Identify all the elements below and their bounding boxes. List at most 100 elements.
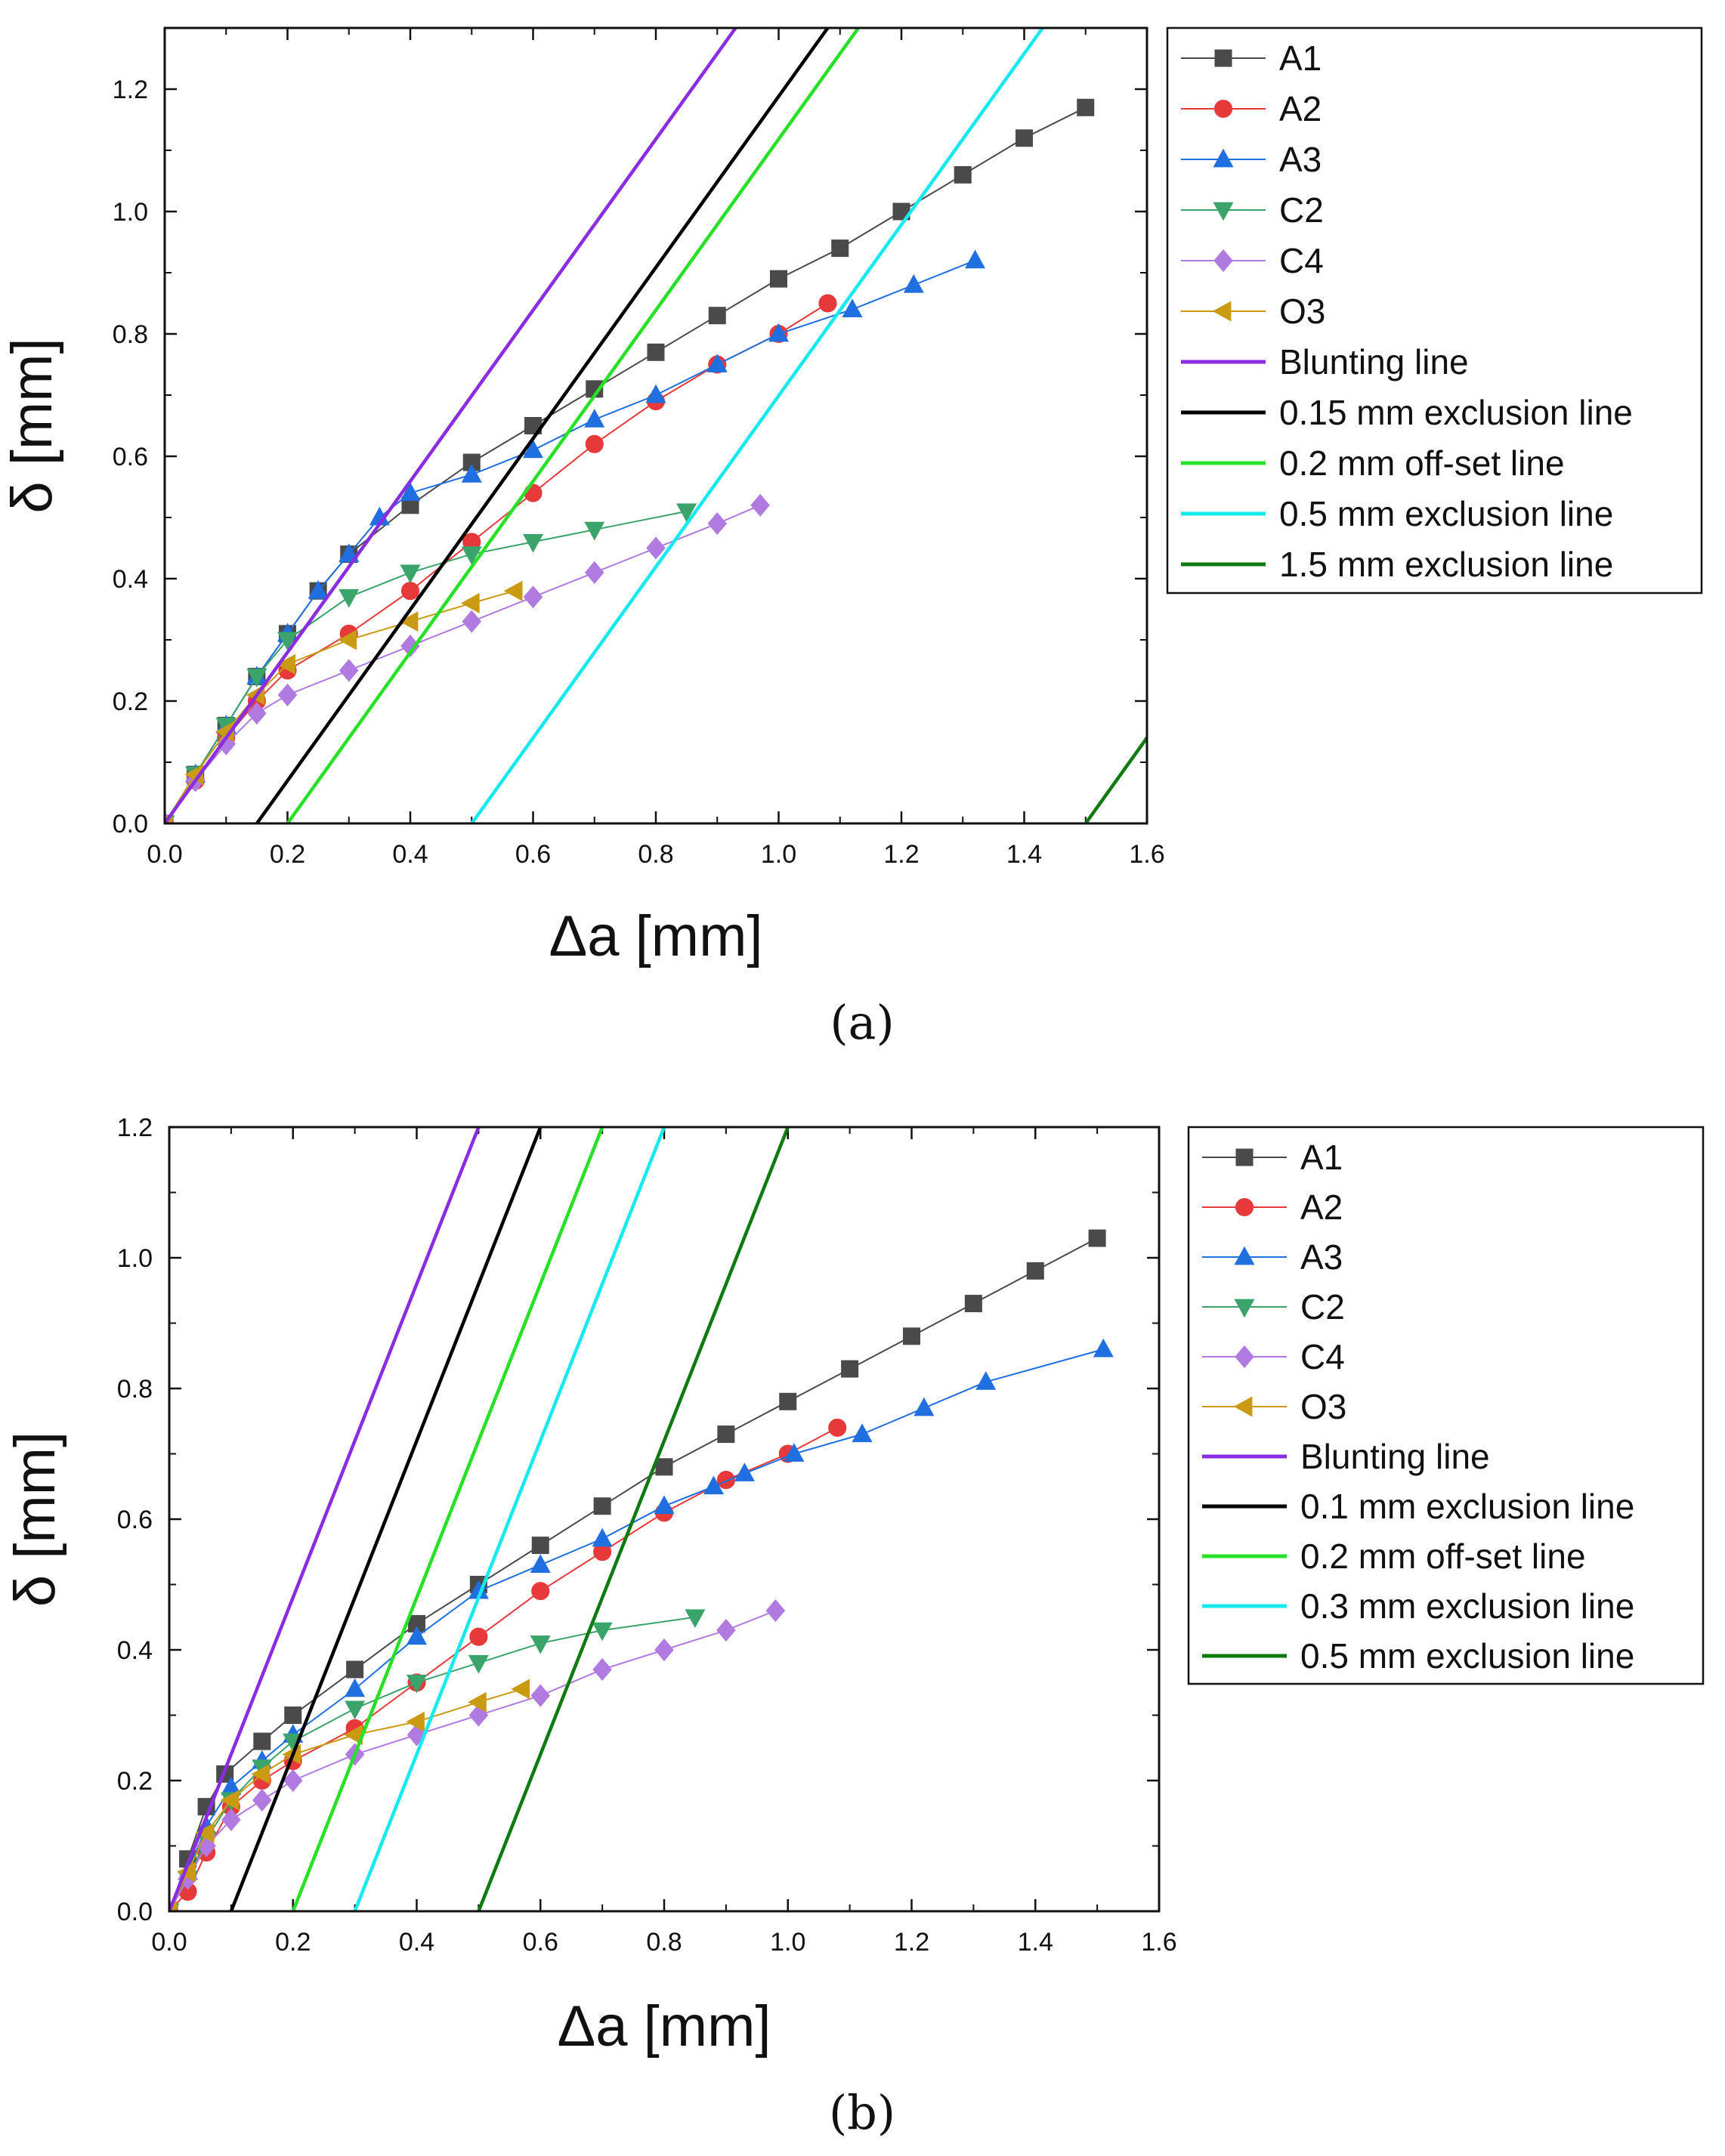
data-point: [592, 1657, 612, 1682]
legend-item: O3: [1181, 292, 1325, 331]
data-point: [407, 1626, 427, 1645]
panel-label: (b): [829, 2085, 895, 2140]
series-line: [1084, 737, 1147, 823]
legend-item: 0.1 mm exclusion line: [1202, 1487, 1634, 1526]
data-point: [654, 1495, 675, 1515]
legend-label: C4: [1300, 1337, 1345, 1376]
legend-swatch-marker: [1235, 1148, 1254, 1166]
data-point: [531, 1537, 549, 1555]
data-point: [461, 546, 482, 565]
data-point: [251, 1763, 270, 1784]
data-point: [1026, 1262, 1044, 1280]
data-point: [852, 1423, 873, 1442]
data-point: [339, 659, 359, 682]
legend-swatch-marker: [1213, 249, 1233, 273]
legend-item: 0.3 mm exclusion line: [1202, 1586, 1634, 1626]
data-point: [221, 1808, 241, 1831]
legend-swatch-marker: [1234, 1246, 1255, 1265]
legend-item: A1: [1202, 1138, 1343, 1177]
legend-item: A2: [1202, 1188, 1343, 1227]
legend-label: Blunting line: [1300, 1437, 1490, 1476]
x-tick-label: 0.6: [515, 840, 551, 869]
legend-label: 0.3 mm exclusion line: [1300, 1586, 1634, 1626]
legend-item: O3: [1202, 1387, 1346, 1426]
data-point: [461, 592, 480, 613]
x-tick-label: 1.6: [1141, 1928, 1176, 1957]
data-point: [584, 409, 605, 428]
series-a2: [165, 294, 837, 823]
y-tick-label: 0.4: [113, 565, 148, 594]
data-point: [523, 585, 543, 609]
x-tick-label: 0.8: [638, 840, 673, 869]
y-tick-label: 0.0: [117, 1898, 153, 1926]
y-tick-label: 0.6: [117, 1506, 153, 1534]
y-tick-label: 1.0: [113, 198, 148, 227]
data-point: [246, 669, 267, 687]
series-line: [169, 1127, 481, 1911]
legend-swatch-marker: [1212, 301, 1232, 322]
series-connector: [165, 504, 761, 823]
legend-swatch-marker: [1213, 202, 1234, 221]
data-point: [592, 1527, 613, 1547]
series-line: [353, 1127, 666, 1911]
legend-label: 0.1 mm exclusion line: [1300, 1487, 1634, 1526]
legend: A1 A2 A3 C2 C4 O3 Blunting line 0.1 mm exclusio…: [1187, 1126, 1705, 1685]
data-point: [468, 1654, 489, 1674]
y-tick-label: 0.8: [113, 320, 148, 349]
data-point: [1016, 129, 1033, 147]
legend-label: A3: [1300, 1237, 1343, 1277]
data-point: [253, 1732, 271, 1750]
data-point: [706, 354, 728, 372]
series-1-5-mm-exclusion-line: [1084, 737, 1147, 823]
data-point: [685, 1609, 706, 1628]
series-0-1-mm-exclusion-line: [229, 1127, 543, 1911]
data-point: [530, 1635, 551, 1654]
legend-label: O3: [1300, 1387, 1346, 1426]
data-point: [903, 1327, 920, 1345]
data-point: [252, 1788, 272, 1812]
plot-frame: [168, 1126, 1161, 1913]
x-tick-label: 1.4: [1018, 1928, 1053, 1957]
series-c2: [165, 503, 697, 823]
series-line: [255, 28, 830, 823]
data-point: [530, 1554, 551, 1573]
legend-item: A3: [1202, 1237, 1343, 1277]
series-c4: [169, 1599, 786, 1911]
data-point: [954, 165, 972, 184]
data-point: [469, 1627, 488, 1646]
data-point: [1093, 1338, 1114, 1358]
axis-ticks: 0.0 0.2 0.4 0.6 0.8 1.0 1.2 1.4 1.6 0.0 0.2 0.4 0.6 0…: [117, 1114, 1177, 1957]
data-point: [975, 1371, 997, 1390]
y-tick-label: 0.0: [113, 810, 148, 839]
series-a3: [169, 1338, 1114, 1911]
data-point: [511, 1679, 530, 1700]
data-point: [283, 1768, 303, 1793]
series-line: [291, 1127, 604, 1911]
legend-label: A3: [1279, 140, 1322, 179]
data-point: [184, 764, 204, 785]
x-tick-label: 1.2: [894, 1928, 929, 1957]
series-line: [165, 28, 737, 823]
x-tick-label: 1.4: [1006, 840, 1042, 869]
data-point: [716, 1618, 736, 1642]
data-point: [399, 611, 419, 632]
data-point: [277, 683, 298, 706]
data-point: [703, 1475, 724, 1495]
y-tick-label: 0.8: [117, 1375, 153, 1404]
x-tick-label: 0.4: [399, 1928, 434, 1957]
data-point: [277, 653, 295, 675]
legend-item: C2: [1181, 190, 1324, 230]
data-point: [584, 561, 604, 584]
data-point: [831, 239, 849, 258]
series-a1: [169, 1229, 1106, 1911]
data-point: [676, 503, 697, 523]
legend-item: 1.5 mm exclusion line: [1181, 545, 1613, 584]
legend-item: C4: [1181, 241, 1324, 280]
legend-item: A1: [1181, 39, 1322, 78]
legend-item: 0.2 mm off-set line: [1181, 443, 1565, 483]
x-axis-title: Δa [mm]: [558, 1994, 771, 2059]
data-point: [818, 294, 837, 313]
data-point: [345, 1700, 366, 1720]
data-point: [768, 323, 789, 342]
data-point: [400, 564, 421, 584]
